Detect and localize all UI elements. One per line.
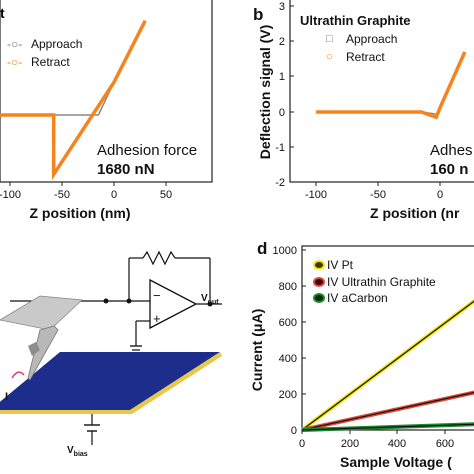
retract-marker-icon: -○- bbox=[7, 55, 22, 69]
y-tick-label: -2 bbox=[275, 177, 285, 189]
x-tick-label: 0 bbox=[437, 189, 443, 201]
panel-d-frame bbox=[301, 245, 474, 431]
panel-b-legend-retract: Retract bbox=[346, 50, 385, 64]
panel-d-y-axis-label: Current (μA) bbox=[249, 309, 265, 391]
afm-cantilever-icon bbox=[0, 295, 83, 381]
x-tick-label: 0 bbox=[111, 189, 117, 201]
vout-label: Vout bbox=[201, 293, 219, 306]
retract-curve bbox=[316, 51, 467, 120]
approach-marker-icon: -○- bbox=[7, 37, 22, 51]
panel-b-y-axis-label: Deflection signal (V) bbox=[257, 25, 273, 160]
panel-b-frame bbox=[289, 0, 474, 183]
retract-marker-icon: ○ bbox=[326, 51, 333, 63]
x-tick-label: -100 bbox=[0, 189, 21, 201]
sample-substrate bbox=[0, 352, 220, 410]
current-arrow-icon bbox=[11, 371, 25, 379]
y-tick-label: 0 bbox=[291, 425, 297, 437]
panel-a-annotation-label: Adhesion force bbox=[97, 142, 197, 159]
panel-b: b Ultrathin Graphite □ Approach ○ Retrac… bbox=[253, 0, 474, 221]
y-tick-label: 600 bbox=[279, 317, 297, 329]
x-tick-label: 600 bbox=[436, 438, 454, 450]
approach-marker-icon: □ bbox=[326, 33, 333, 45]
op-amp-icon: − + bbox=[149, 278, 198, 330]
iv-acarbon-line bbox=[301, 423, 474, 431]
substrate-edge bbox=[0, 352, 222, 414]
x-tick-label: 200 bbox=[341, 438, 359, 450]
legend-item-acarbon: IV aCarbon bbox=[327, 291, 388, 305]
panel-b-annotation-value: 160 n bbox=[430, 161, 468, 178]
iv-pt-line bbox=[301, 300, 474, 431]
acarbon-marker-icon bbox=[313, 293, 325, 303]
x-tick-label: -50 bbox=[54, 189, 70, 201]
svg-text:−: − bbox=[153, 288, 161, 303]
x-tick-label: -50 bbox=[370, 189, 386, 201]
y-tick-label: 1 bbox=[279, 71, 285, 83]
y-tick-label: 800 bbox=[279, 281, 297, 293]
panel-d: d IV Pt IV Ultrathin Graphite IV aCarbon… bbox=[249, 239, 474, 470]
panel-b-annotation-label: Adhes bbox=[430, 142, 473, 159]
panel-a-annotation-value: 1680 nN bbox=[97, 161, 155, 178]
panel-c: − + Vout I bbox=[0, 250, 222, 458]
panel-d-y-ticks: 1000 800 600 400 200 0 bbox=[273, 245, 306, 437]
panel-a-x-ticks: -100 -50 0 50 bbox=[0, 182, 172, 201]
panel-b-x-axis-label: Z position (nr bbox=[370, 205, 460, 221]
ground-icon bbox=[130, 320, 150, 355]
legend-item-pt: IV Pt bbox=[327, 258, 354, 272]
y-tick-label: -1 bbox=[275, 142, 285, 154]
x-tick-label: -100 bbox=[305, 189, 327, 201]
panel-a-legend-title: t bbox=[0, 5, 5, 21]
panel-b-title: Ultrathin Graphite bbox=[300, 13, 411, 28]
junction-dot bbox=[207, 301, 213, 307]
x-tick-label: 0 bbox=[299, 438, 305, 450]
x-tick-label: 400 bbox=[388, 438, 406, 450]
pt-marker-icon bbox=[313, 260, 325, 270]
panel-b-y-ticks: 3 2 1 0 -1 -2 bbox=[275, 1, 294, 189]
panel-d-x-axis-label: Sample Voltage ( bbox=[340, 454, 452, 470]
panel-a-x-axis-label: Z position (nm) bbox=[29, 205, 130, 221]
vbias-label: Vbias bbox=[67, 445, 88, 458]
bias-source-icon bbox=[84, 414, 100, 445]
y-tick-label: 0 bbox=[279, 107, 285, 119]
panel-d-plot bbox=[300, 298, 474, 432]
junction-dot bbox=[126, 298, 132, 304]
retract-curve bbox=[0, 19, 147, 181]
legend-item-graphite: IV Ultrathin Graphite bbox=[327, 275, 436, 289]
panel-d-legend: IV Pt IV Ultrathin Graphite IV aCarbon bbox=[313, 258, 436, 305]
y-tick-label: 3 bbox=[279, 1, 285, 13]
panel-a-plot bbox=[0, 19, 147, 181]
iv-graphite-line bbox=[301, 391, 474, 431]
y-tick-label: 1000 bbox=[273, 245, 297, 257]
panel-d-letter: d bbox=[257, 239, 267, 258]
y-tick-label: 200 bbox=[279, 389, 297, 401]
y-tick-label: 2 bbox=[279, 36, 285, 48]
panel-b-letter: b bbox=[253, 5, 263, 24]
panel-b-legend-approach: Approach bbox=[346, 32, 397, 46]
panel-b-x-ticks: -100 -50 0 bbox=[305, 182, 443, 201]
junction-dot bbox=[103, 298, 109, 304]
svg-text:+: + bbox=[153, 311, 161, 326]
y-tick-label: 400 bbox=[279, 353, 297, 365]
feedback-resistor-icon bbox=[128, 250, 211, 300]
panel-a-legend-retract: Retract bbox=[31, 55, 70, 69]
current-label: I bbox=[5, 391, 8, 403]
panel-d-x-ticks: 0 200 400 600 bbox=[299, 430, 454, 450]
panel-a-frame bbox=[0, 0, 213, 183]
panel-a-legend-approach: Approach bbox=[31, 37, 82, 51]
panel-a: t -○- Approach -○- Retract Adhesion forc… bbox=[0, 0, 213, 221]
x-tick-label: 50 bbox=[160, 189, 172, 201]
panel-b-plot bbox=[316, 51, 467, 120]
graphite-marker-icon bbox=[313, 277, 325, 287]
